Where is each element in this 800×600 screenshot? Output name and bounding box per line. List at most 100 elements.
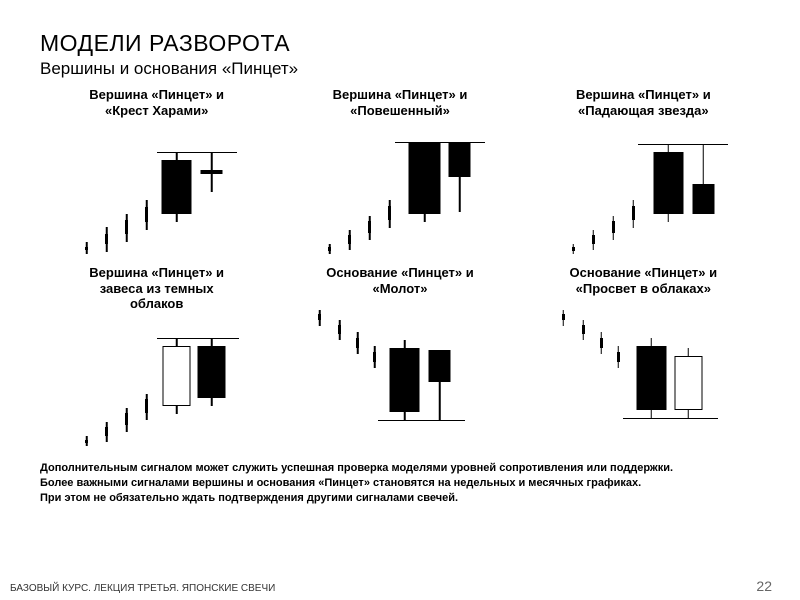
candle	[651, 300, 652, 435]
candle-body	[105, 427, 108, 436]
candle-body	[600, 338, 603, 348]
candlestick-chart	[57, 316, 257, 451]
candle-body	[373, 352, 376, 362]
candle	[668, 122, 669, 257]
candle-body	[592, 235, 595, 244]
panel-label: Основание «Пинцет» и«Просвет в облаках»	[527, 265, 760, 296]
candle	[424, 122, 425, 257]
reference-line	[157, 338, 239, 339]
candle	[601, 300, 602, 435]
candle	[563, 300, 564, 435]
candle-body	[328, 247, 331, 251]
candle	[86, 122, 87, 257]
candle	[106, 316, 107, 451]
candle	[126, 122, 127, 257]
panel-label: Вершина «Пинцет» и«Повешенный»	[283, 87, 516, 118]
notes: Дополнительным сигналом может служить ус…	[40, 461, 760, 506]
candle	[404, 300, 405, 435]
candle	[593, 122, 594, 257]
candle-body	[162, 160, 192, 214]
candlestick-panel: Вершина «Пинцет» и«Крест Харами»	[40, 87, 273, 257]
candle-body	[85, 247, 88, 250]
candle-body	[356, 338, 359, 348]
panel-label: Вершина «Пинцет» изавеса из темныхоблако…	[40, 265, 273, 312]
note-line: Дополнительным сигналом может служить ус…	[40, 461, 760, 476]
reference-line	[623, 418, 718, 419]
candle-body	[145, 399, 148, 413]
candle-body	[572, 247, 575, 251]
candle-body	[163, 346, 191, 406]
candle-body	[105, 234, 108, 244]
reference-line	[638, 144, 728, 145]
candlestick-chart	[300, 122, 500, 257]
candle-body	[338, 325, 341, 334]
candle	[573, 122, 574, 257]
page-title: МОДЕЛИ РАЗВОРОТА	[40, 30, 760, 57]
candle	[459, 122, 460, 257]
panel-label: Вершина «Пинцет» и«Крест Харами»	[40, 87, 273, 118]
candle	[106, 122, 107, 257]
candle	[126, 316, 127, 451]
note-line: При этом не обязательно ждать подтвержде…	[40, 491, 760, 506]
panel-label: Вершина «Пинцет» и«Падающая звезда»	[527, 87, 760, 118]
candlestick-panel: Основание «Пинцет» и«Молот»	[283, 265, 516, 451]
candle	[703, 122, 704, 257]
candle-body	[85, 440, 88, 443]
candle	[369, 122, 370, 257]
candle-body	[348, 235, 351, 244]
candle-body	[617, 352, 620, 362]
candlestick-panel: Основание «Пинцет» и«Просвет в облаках»	[527, 265, 760, 451]
candle-body	[125, 413, 128, 425]
candle	[176, 316, 177, 451]
candle-body	[388, 206, 391, 220]
candle	[86, 316, 87, 451]
panel-grid: Вершина «Пинцет» и«Крест Харами» Вершина …	[40, 87, 760, 451]
candle-body	[692, 184, 714, 214]
candle-body	[653, 152, 683, 214]
candlestick-chart	[543, 300, 743, 435]
page-subtitle: Вершины и основания «Пинцет»	[40, 59, 760, 79]
candle-body	[562, 314, 565, 320]
candle	[583, 300, 584, 435]
candle-body	[368, 221, 371, 233]
panel-label: Основание «Пинцет» и«Молот»	[283, 265, 516, 296]
candle	[146, 122, 147, 257]
candle-body	[318, 314, 321, 320]
candle	[146, 316, 147, 451]
candle	[439, 300, 440, 435]
candle	[613, 122, 614, 257]
candlestick-chart	[57, 122, 257, 257]
candle-body	[125, 220, 128, 234]
candle	[211, 122, 212, 257]
candle	[329, 122, 330, 257]
footer: БАЗОВЫЙ КУРС. ЛЕКЦИЯ ТРЕТЬЯ. ЯПОНСКИЕ СВ…	[10, 583, 275, 594]
candle-body	[612, 221, 615, 233]
reference-line	[378, 420, 465, 421]
candle	[357, 300, 358, 435]
candle	[319, 300, 320, 435]
candlestick-panel: Вершина «Пинцет» изавеса из темныхоблако…	[40, 265, 273, 451]
candle-body	[636, 346, 666, 410]
reference-line	[157, 152, 237, 153]
candle	[374, 300, 375, 435]
candle	[176, 122, 177, 257]
candlestick-chart	[543, 122, 743, 257]
candle	[389, 122, 390, 257]
candle-body	[632, 206, 635, 220]
candle-body	[674, 356, 702, 410]
candle	[339, 300, 340, 435]
candle	[618, 300, 619, 435]
candle	[211, 316, 212, 451]
page-number: 22	[756, 578, 772, 594]
candlestick-panel: Вершина «Пинцет» и«Падающая звезда»	[527, 87, 760, 257]
note-line: Более важными сигналами вершины и основа…	[40, 476, 760, 491]
doji-tick	[200, 172, 222, 173]
candle-body	[198, 346, 226, 398]
candle	[688, 300, 689, 435]
candlestick-panel: Вершина «Пинцет» и«Повешенный»	[283, 87, 516, 257]
candle-body	[429, 350, 451, 382]
candle	[633, 122, 634, 257]
candlestick-chart	[300, 300, 500, 435]
candle-body	[390, 348, 420, 412]
candle-body	[409, 142, 441, 214]
